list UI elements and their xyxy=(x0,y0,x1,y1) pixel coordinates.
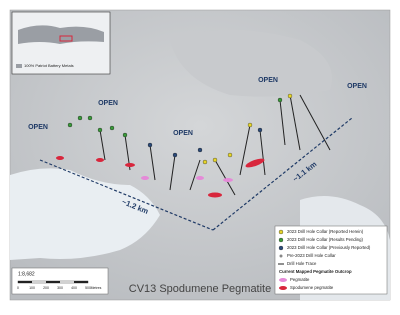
lake xyxy=(10,168,160,260)
scale-unit: Metres xyxy=(91,286,102,290)
open-label: OPEN xyxy=(173,130,193,137)
scale-ratio: 1:8,682 xyxy=(18,271,35,277)
open-label: OPEN xyxy=(98,100,118,107)
scale-tick-label: 200 xyxy=(43,286,49,290)
open-label: OPEN xyxy=(347,83,367,90)
scale-segment xyxy=(74,281,88,283)
legend-item: Drill Hole Trace xyxy=(287,261,317,266)
legend-item: Pre-2023 Drill Hole Collar xyxy=(287,253,336,258)
drill-traces xyxy=(99,94,331,196)
legend-item: Pegmatite xyxy=(290,277,310,282)
legend-item: 2023 Drill Hole Collar (Reported Herein) xyxy=(287,229,364,234)
legend-item: 2023 Drill Hole Collar (Previously Repor… xyxy=(287,245,371,250)
scale-tick-label: 300 xyxy=(57,286,63,290)
inset-label: 100% Patriot Battery Metals xyxy=(24,63,74,68)
scale-segment xyxy=(46,281,60,283)
scale-tick-label: 100 xyxy=(29,286,35,290)
collars xyxy=(67,93,293,165)
open-label: OPEN xyxy=(28,124,48,131)
distance-line xyxy=(39,159,214,231)
open-label: OPEN xyxy=(258,77,278,84)
scale-segment xyxy=(18,281,32,283)
legend: 2023 Drill Hole Collar (Reported Herein)… xyxy=(274,225,388,295)
map-title: CV13 Spodumene Pegmatite xyxy=(129,283,271,295)
legend-item: 2023 Drill Hole Collar (Results Pending) xyxy=(287,237,364,242)
ridge xyxy=(170,30,332,97)
scale: 1:8,682 Metres 0 100 200 300 400 500 xyxy=(11,267,109,295)
inset: 100% Patriot Battery Metals xyxy=(11,11,111,75)
legend-heading: Current Mapped Pegmatite Outcrop xyxy=(279,269,352,274)
scale-tick-label: 500 xyxy=(85,286,91,290)
scale-tick-label: 400 xyxy=(71,286,77,290)
spodumene-outcrops xyxy=(56,156,265,198)
pegmatite-outcrops xyxy=(141,176,233,182)
scale-tick-label: 0 xyxy=(17,286,19,290)
legend-item: Spodumene pegmatite xyxy=(290,285,334,290)
